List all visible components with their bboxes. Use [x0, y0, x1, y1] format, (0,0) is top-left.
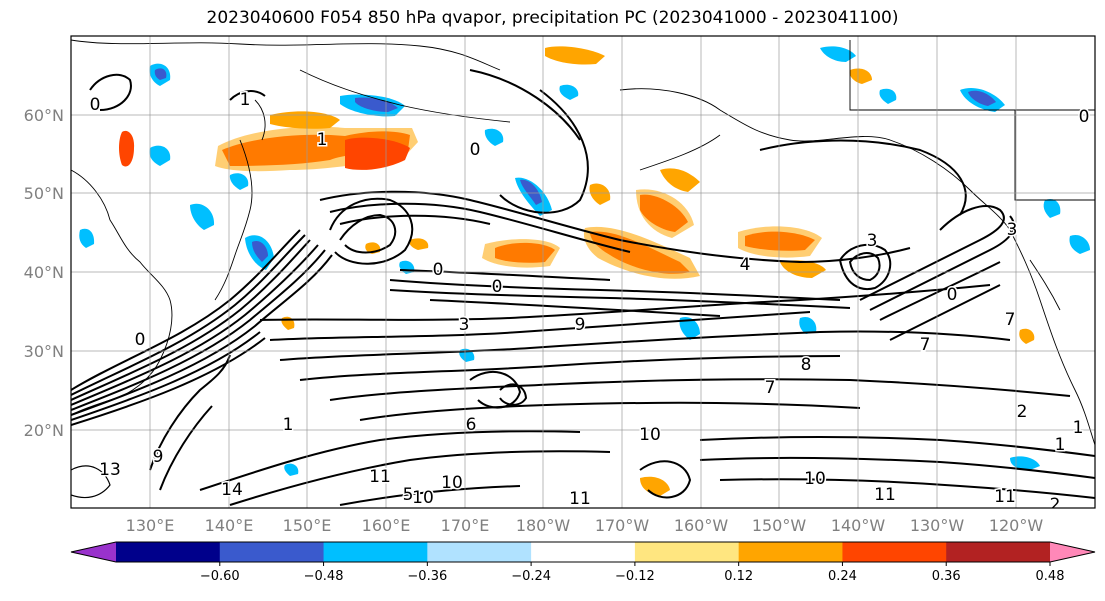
- lon-label: 120°W: [989, 516, 1044, 535]
- qvapor-contours: [71, 69, 1095, 506]
- colorbar-segment: [634, 542, 740, 562]
- contour-label: 13: [99, 460, 121, 480]
- contour-label: 10: [639, 425, 661, 445]
- contour-label: 0: [947, 285, 958, 305]
- contour-label: 0: [492, 277, 503, 297]
- contour-label: 3: [459, 315, 470, 335]
- contour-label: 1: [283, 415, 294, 435]
- contour-label: 10: [441, 473, 463, 493]
- colorbar-tick-label: 0.36: [932, 569, 961, 584]
- contour-label: 11: [874, 485, 896, 505]
- map-frame: [70, 35, 1096, 509]
- colorbar-tick-label: 0.24: [828, 569, 857, 584]
- contour-label: 3: [1007, 220, 1018, 240]
- contour-label: 0: [1079, 107, 1090, 127]
- contour-label: 11: [369, 467, 391, 487]
- contour-label: 7: [765, 378, 776, 398]
- contour-label: 9: [153, 447, 164, 467]
- colorbar: −0.60 −0.48 −0.36 −0.24 −0.12 0.12 0.24 0.36 0.4…: [70, 541, 1096, 584]
- contour-label: 11: [994, 487, 1016, 507]
- lon-label: 160°E: [362, 516, 411, 535]
- lon-label: 160°W: [674, 516, 729, 535]
- lon-label: 130°E: [126, 516, 175, 535]
- colorbar-segment: [323, 542, 428, 562]
- colorbar-segment: [116, 542, 221, 562]
- lon-label: 150°E: [283, 516, 332, 535]
- contour-label: 0: [90, 95, 101, 115]
- colorbar-tick-label: −0.12: [615, 569, 655, 584]
- contour-label: 0: [433, 260, 444, 280]
- lat-label: 60°N: [24, 106, 64, 125]
- colorbar-segment: [531, 542, 636, 562]
- contour-label: 10: [804, 469, 826, 489]
- graticule: [71, 36, 1095, 508]
- colorbar-tick-label: −0.60: [200, 569, 240, 584]
- colorbar-extend-low: [71, 542, 116, 562]
- colorbar-tick-label: −0.48: [304, 569, 344, 584]
- contour-label: 8: [801, 355, 812, 375]
- lat-label: 20°N: [24, 421, 64, 440]
- colorbar-extend-high: [1050, 542, 1095, 562]
- contour-label: 9: [575, 315, 586, 335]
- contour-label: 1: [1055, 435, 1066, 455]
- lat-label: 50°N: [24, 184, 64, 203]
- lat-label: 40°N: [24, 263, 64, 282]
- colorbar-tick-label: −0.36: [407, 569, 447, 584]
- colorbar-tick-label: 0.48: [1036, 569, 1065, 584]
- contour-label: 4: [740, 255, 751, 275]
- contour-label: 3: [867, 231, 878, 251]
- lon-label: 170°W: [595, 516, 650, 535]
- contour-label: 10: [412, 488, 434, 508]
- lon-label: 130°W: [910, 516, 965, 535]
- longitude-labels: 130°E 140°E 150°E 160°E 170°E 180°W 170°…: [126, 516, 1044, 535]
- colorbar-segment: [946, 542, 1051, 562]
- lon-label: 140°W: [831, 516, 886, 535]
- colorbar-tick-label: −0.24: [511, 569, 551, 584]
- colorbar-tick-label: 0.12: [724, 569, 753, 584]
- precip-shading: [79, 46, 1090, 496]
- map-title: 2023040600 F054 850 hPa qvapor, precipit…: [206, 8, 899, 28]
- colorbar-segment: [219, 542, 325, 562]
- colorbar-segment: [738, 542, 843, 562]
- contour-label: 7: [920, 335, 931, 355]
- latitude-labels: 60°N 50°N 40°N 30°N 20°N: [24, 106, 64, 440]
- colorbar-outline: [70, 541, 1096, 563]
- lon-label: 140°E: [205, 516, 254, 535]
- colorbar-segment: [427, 542, 532, 562]
- contour-label: 2: [1050, 495, 1061, 515]
- lon-label: 170°E: [441, 516, 490, 535]
- lon-label: 180°W: [516, 516, 571, 535]
- contour-label: 1: [240, 90, 251, 110]
- contour-label: 2: [1017, 402, 1028, 422]
- contour-label: 0: [135, 330, 146, 350]
- contour-label: 7: [1005, 310, 1016, 330]
- lat-label: 30°N: [24, 342, 64, 361]
- contour-label: 6: [466, 415, 477, 435]
- contour-label: 5: [403, 485, 414, 505]
- contour-label: 1: [1073, 418, 1084, 438]
- lon-label: 150°W: [752, 516, 807, 535]
- contour-label: 1: [317, 130, 328, 150]
- contour-label: 14: [221, 480, 243, 500]
- colorbar-segment: [842, 542, 947, 562]
- contour-label: 0: [470, 140, 481, 160]
- contour-label: 11: [569, 489, 591, 509]
